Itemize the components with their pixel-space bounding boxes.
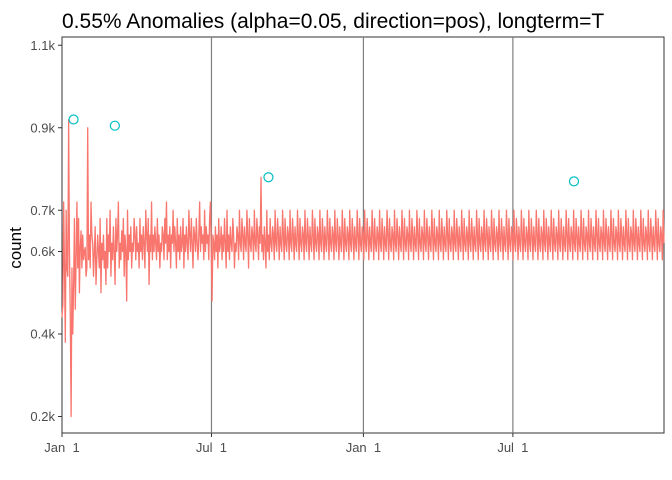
series-line-0 <box>61 118 665 418</box>
y-axis: 0.2k 0.4k 0.6k 0.7k 0.9k 1.1k <box>30 38 62 424</box>
x-axis: Jan 1 Jul 1 Jan 1 Jul 1 <box>44 433 528 455</box>
x-tick-label-0: Jan 1 <box>44 440 79 455</box>
x-tick-label-2: Jan 1 <box>346 440 381 455</box>
x-tick-label-1: Jul 1 <box>196 440 227 455</box>
anomaly-point-1 <box>109 120 120 131</box>
y-tick-label-1: 0.4k <box>30 327 55 342</box>
x-tick-label-3: Jul 1 <box>497 440 528 455</box>
y-tick-label-2: 0.6k <box>30 244 55 259</box>
anomaly-point-3 <box>568 176 580 187</box>
anomaly-point-0 <box>68 114 79 125</box>
series-group <box>61 118 665 418</box>
y-axis-label: count <box>6 227 25 269</box>
chart-title: 0.55% Anomalies (alpha=0.05, direction=p… <box>62 10 604 33</box>
y-tick-label-3: 0.7k <box>30 203 55 218</box>
y-tick-label-4: 0.9k <box>30 120 55 135</box>
y-tick-label-5: 1.1k <box>30 38 55 53</box>
anomaly-markers <box>68 114 580 187</box>
anomaly-point-2 <box>263 172 274 183</box>
y-tick-label-0: 0.2k <box>30 409 55 424</box>
